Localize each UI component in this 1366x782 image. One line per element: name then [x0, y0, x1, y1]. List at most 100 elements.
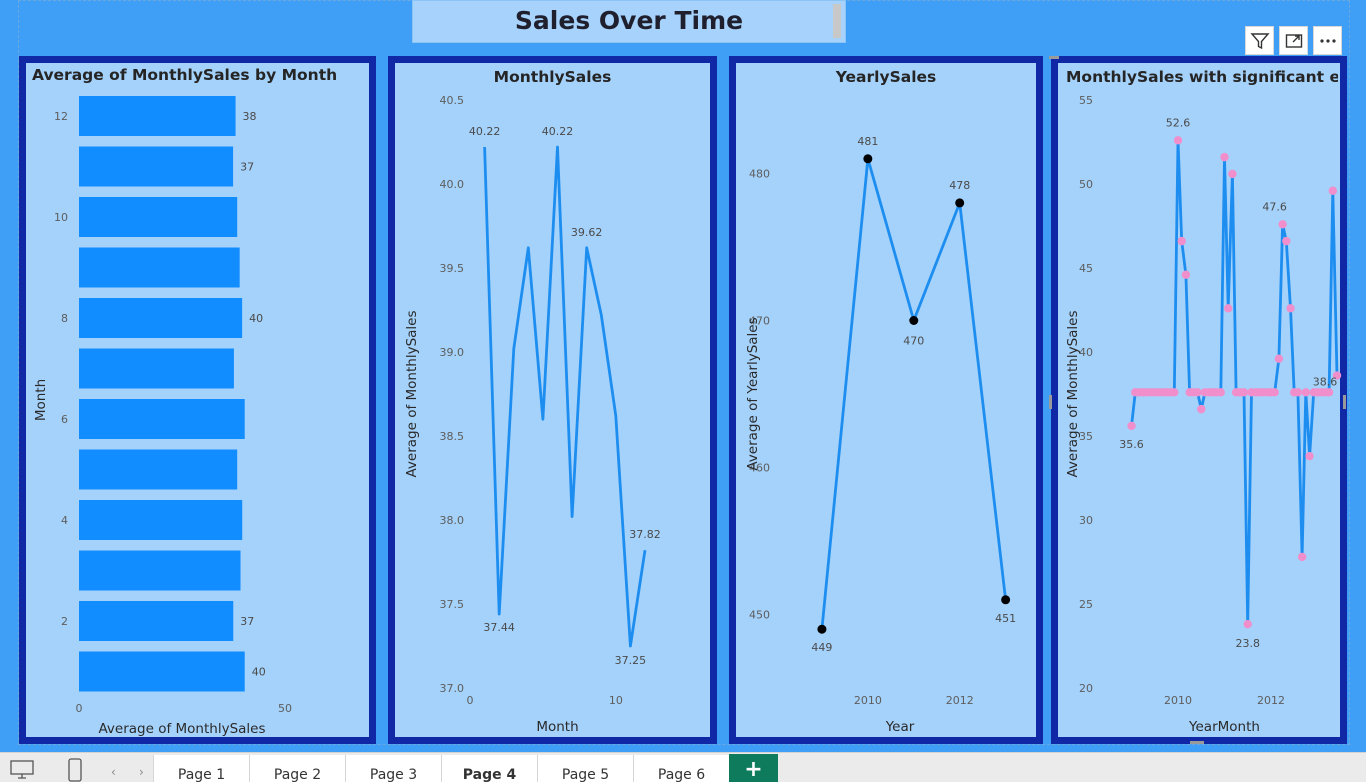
bar: [79, 197, 238, 237]
page-tab[interactable]: Page 2: [249, 755, 345, 782]
page-tab[interactable]: Page 3: [345, 755, 441, 782]
data-point: [1324, 388, 1334, 397]
y-axis-title: Average of MonthlySales: [1065, 310, 1081, 477]
y-tick-label: 45: [1079, 262, 1093, 275]
data-label: 52.6: [1166, 116, 1191, 129]
data-label: 40: [249, 312, 263, 325]
data-label: 470: [903, 335, 924, 348]
title-scrollbar[interactable]: [833, 4, 841, 38]
data-point: [909, 316, 919, 325]
y-tick-label: 38.5: [440, 430, 465, 443]
data-point: [1239, 388, 1249, 397]
monthly-line-title: MonthlySales: [493, 68, 612, 86]
data-point: [1193, 388, 1202, 397]
bar: [79, 96, 236, 136]
page-tab[interactable]: Page 6: [633, 755, 729, 782]
focus-mode-icon[interactable]: [1279, 26, 1308, 55]
data-label: 37.44: [483, 621, 515, 634]
resize-handle[interactable]: [1343, 395, 1346, 409]
bar: [79, 348, 234, 389]
yearly-line-svg: 450 460 470 480 2010 2012 449 481 470 478 451 Year A…: [745, 135, 1016, 735]
page-tab[interactable]: Page 1: [153, 755, 249, 782]
events-line-panel[interactable]: MonthlySales with significant events 202…: [1051, 56, 1347, 744]
data-label: 39.62: [571, 226, 603, 239]
y-tick-label: 10: [54, 211, 68, 224]
bar-chart-panel[interactable]: Average of MonthlySales by Month 12 38 37 1…: [19, 56, 376, 744]
x-tick-label: 0: [467, 694, 474, 707]
monthly-line-svg: 37.0 37.5 38.0 38.5 39.0 39.5 40.0 40.5 0 10 40.22…: [404, 94, 661, 735]
data-point: [1177, 236, 1186, 246]
data-point: [1228, 169, 1237, 179]
data-point: [1197, 404, 1206, 414]
x-tick-label: 0: [76, 702, 83, 715]
page-tab[interactable]: Page 5: [537, 755, 633, 782]
y-axis-title: Month: [33, 379, 49, 421]
bar: [79, 298, 243, 338]
data-label: 40.22: [542, 125, 574, 138]
data-point: [1181, 270, 1191, 279]
data-point: [1278, 220, 1287, 229]
mobile-view-icon[interactable]: [67, 757, 83, 782]
y-tick-label: 38.0: [440, 514, 465, 527]
yearly-line-panel[interactable]: YearlySales 450 460 470 480 2010 2012 449 481 47…: [729, 56, 1043, 744]
data-label: 37.25: [615, 654, 647, 667]
data-label: 37: [240, 161, 254, 174]
x-axis-title: Year: [885, 719, 915, 735]
data-point: [1170, 388, 1179, 397]
y-tick-label: 50: [1079, 178, 1093, 191]
bar: [79, 146, 234, 187]
y-tick-label: 40: [1079, 346, 1093, 359]
monthly-line-panel[interactable]: MonthlySales 37.0 37.5 38.0 38.5 39.0 39.5 40.…: [388, 56, 717, 744]
data-point: [863, 154, 873, 164]
bar: [79, 500, 243, 540]
data-point: [1001, 595, 1011, 605]
resize-handle[interactable]: [1190, 741, 1204, 744]
y-tick-label: 480: [749, 168, 770, 181]
series-line: [820, 157, 1007, 630]
y-tick-label: 450: [749, 609, 770, 622]
chevron-right-icon[interactable]: ›: [139, 765, 144, 779]
add-page-button[interactable]: +: [729, 754, 778, 782]
data-label: 478: [949, 179, 970, 192]
y-axis-title: Average of MonthlySales: [404, 310, 420, 477]
filter-icon[interactable]: [1245, 26, 1274, 55]
data-label: 40.22: [469, 125, 501, 138]
y-axis-title: Average of YearlySales: [745, 317, 761, 470]
resize-handle[interactable]: [1049, 395, 1052, 409]
bar-chart-title: Average of MonthlySales by Month: [32, 66, 338, 84]
data-point: [1286, 304, 1295, 313]
resize-handle[interactable]: [1049, 56, 1059, 59]
data-point: [1297, 552, 1307, 562]
bar: [79, 399, 245, 439]
y-tick-label: 20: [1079, 682, 1093, 695]
bar: [79, 601, 234, 641]
x-tick-label: 2010: [854, 694, 882, 707]
y-tick-label: 30: [1079, 514, 1093, 527]
data-label: 40: [252, 666, 266, 679]
page-tab[interactable]: Page 4: [441, 755, 537, 782]
bar-chart-svg: 12 38 37 10 8 40 6 4 2 37 40 0 50 Average of MonthlyS…: [33, 96, 292, 737]
data-point: [955, 198, 965, 208]
data-label: 451: [995, 612, 1016, 625]
data-label: 481: [857, 135, 878, 148]
report-title-box[interactable]: Sales Over Time: [412, 0, 846, 43]
y-tick-label: 40.5: [440, 94, 465, 107]
data-point: [1224, 304, 1233, 313]
data-label: 37: [240, 615, 254, 628]
y-tick-label: 470: [749, 315, 770, 328]
bar: [79, 247, 240, 288]
y-tick-label: 37.5: [440, 598, 465, 611]
visual-header: [1245, 26, 1342, 55]
data-label: 23.8: [1235, 637, 1260, 650]
y-tick-label: 37.0: [440, 682, 465, 695]
data-label: 449: [811, 641, 832, 654]
desktop-view-icon[interactable]: [9, 759, 35, 782]
more-options-icon[interactable]: [1313, 26, 1342, 55]
x-tick-label: 2012: [1257, 694, 1285, 707]
data-label: 38.6: [1313, 376, 1338, 389]
data-label: 47.6: [1262, 200, 1287, 213]
data-point: [1301, 388, 1311, 397]
data-point: [1220, 152, 1229, 162]
data-point: [1127, 421, 1136, 431]
chevron-left-icon[interactable]: ‹: [111, 765, 116, 779]
